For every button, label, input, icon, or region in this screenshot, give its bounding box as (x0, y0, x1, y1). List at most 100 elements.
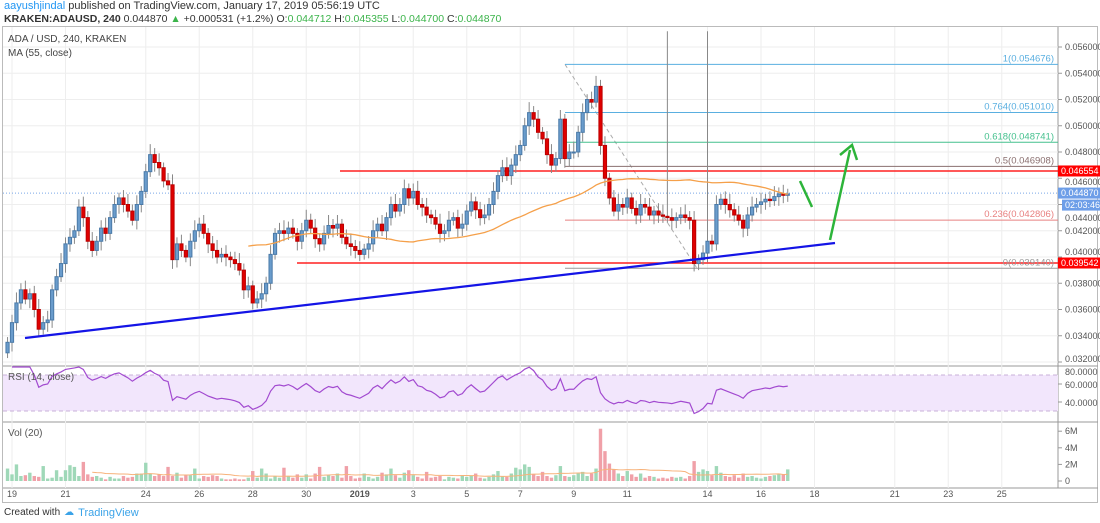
candle-down (598, 85, 603, 146)
candle-down (317, 238, 322, 245)
candle-up (54, 276, 59, 291)
candle-down (152, 154, 157, 163)
vol-tick-label: 0 (1065, 476, 1070, 486)
publish-info: aayushjindal published on TradingView.co… (4, 0, 380, 13)
volume-bar-down (612, 469, 616, 481)
candle-down (540, 131, 545, 140)
x-tick-label: 25 (997, 489, 1007, 499)
volume-bar-up (148, 473, 152, 481)
volume-bar-up (68, 465, 72, 481)
high-label: H: (334, 13, 345, 25)
candle-down (36, 309, 41, 330)
candle-down (478, 209, 483, 219)
fib-label-1: 1(0.054676) (1003, 53, 1054, 64)
volume-bar-down (393, 475, 398, 481)
volume-bar-up (54, 470, 59, 481)
volume-bar-up (300, 477, 304, 481)
candle-up (754, 204, 759, 208)
candle-up (384, 217, 389, 232)
candle-down (379, 223, 385, 232)
candle-up (576, 131, 581, 153)
volume-bar-up (259, 468, 264, 481)
volume-bar-down (531, 474, 536, 481)
candle-down (281, 230, 287, 234)
last-price: 0.044870 (123, 13, 168, 25)
volume-bar-up (375, 476, 380, 481)
candle-down (348, 243, 353, 247)
rsi-band (3, 375, 1058, 411)
candle-up (41, 322, 46, 330)
volume-bar-up (745, 476, 750, 481)
volume-bar-up (255, 477, 259, 481)
volume-bar-up (772, 475, 777, 481)
volume-bar-down (23, 475, 28, 481)
author-link[interactable]: aayushjindal (4, 0, 66, 12)
volume-bar-down (643, 477, 647, 481)
volume-bar-down (630, 474, 634, 481)
fib-label-0: 0(0.039140) (1003, 257, 1054, 268)
x-tick-label: 9 (571, 489, 576, 499)
volume-bar-down (121, 476, 126, 481)
volume-label: Vol (20) (8, 428, 42, 439)
footer: Created with ☁ TradingView (4, 506, 139, 520)
tradingview-brand[interactable]: TradingView (78, 507, 139, 519)
candle-down (504, 167, 509, 177)
fib-label-0.764: 0.764(0.051010) (984, 101, 1054, 112)
candle-down (228, 256, 233, 261)
volume-bar-down (741, 473, 745, 481)
candle-up (482, 214, 487, 219)
volume-bar-up (786, 469, 790, 481)
y-tick-label: 0.034000 (1065, 331, 1100, 341)
volume-bar-down (545, 476, 549, 481)
candle-up (495, 175, 501, 192)
candle-down (692, 219, 697, 265)
volume-bar-down (737, 477, 741, 481)
candle-up (5, 341, 10, 354)
volume-bar-down (157, 474, 161, 481)
candle-down (339, 223, 345, 238)
volume-bar-down (473, 473, 478, 481)
candle-down (103, 227, 108, 234)
candle-down (647, 206, 652, 216)
x-tick-label: 24 (141, 489, 151, 499)
volume-bar-down (237, 479, 242, 481)
ascending-trend-line (24, 241, 836, 340)
low-value: 0.044700 (400, 13, 445, 25)
candle-up (321, 232, 327, 245)
candle-up (72, 230, 77, 238)
x-tick-label: 14 (702, 489, 712, 499)
candle-up (76, 206, 81, 232)
chart-title: ADA / USD, 240, KRAKEN (8, 34, 126, 45)
candle-up (112, 204, 117, 219)
candle-up (442, 230, 447, 234)
rsi-tick-label: 80.0000 (1065, 367, 1098, 377)
candle-up (745, 214, 750, 229)
volume-bar-down (86, 474, 90, 481)
volume-bar-up (411, 475, 415, 481)
volume-bar-up (487, 476, 491, 481)
candle-down (656, 210, 661, 216)
volume-bar-down (37, 476, 41, 481)
vol-tick-label: 2M (1065, 459, 1078, 469)
candle-up (362, 248, 367, 255)
volume-bar-down (607, 463, 612, 481)
volume-bar-up (696, 471, 701, 481)
candle-up (143, 171, 148, 192)
candle-down (214, 249, 220, 258)
volume-bar-down (228, 479, 233, 481)
candle-up (674, 217, 679, 221)
volume-bar-down (206, 476, 210, 481)
y-tick-label: 0.032000 (1065, 354, 1100, 364)
volume-bar-down (358, 477, 362, 481)
x-tick-label: 7 (518, 489, 523, 499)
candle-up (272, 232, 278, 255)
x-tick-label: 21 (890, 489, 900, 499)
volume-bar-up (139, 473, 143, 481)
candle-down (308, 219, 313, 229)
volume-bar-down (242, 479, 246, 481)
candle-down (602, 144, 608, 179)
y-tick-label: 0.052000 (1065, 95, 1100, 105)
candle-up (567, 151, 572, 160)
volume-bar-up (117, 478, 121, 481)
